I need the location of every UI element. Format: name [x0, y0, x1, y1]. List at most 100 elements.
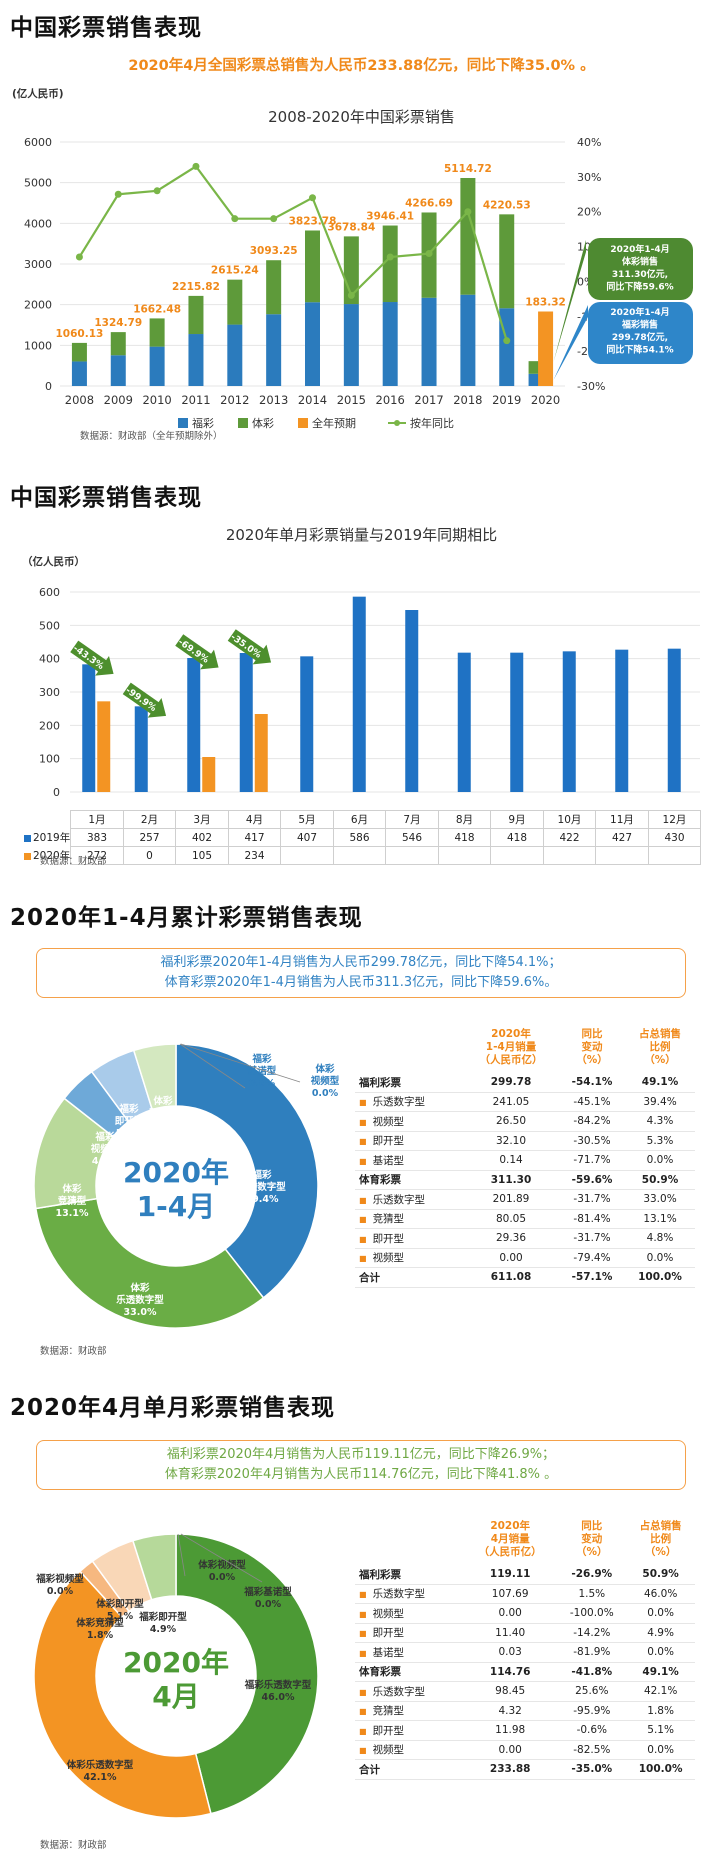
table-row: ■ 即开型 11.98 -0.6% 5.1%: [355, 1720, 695, 1741]
share-value: 4.3%: [625, 1111, 695, 1132]
month-header: 1月: [70, 810, 124, 829]
table-row: ■ 乐透数字型 241.05 -45.1% 39.4%: [355, 1092, 695, 1112]
leader-line: [180, 1043, 301, 1083]
chart2-source: 数据源：财政部: [40, 856, 107, 867]
yoy-change: -79.4%: [559, 1248, 625, 1268]
bar-fucai: [460, 294, 476, 386]
section1-headline: 2020年4月全国彩票总销售为人民币233.88亿元，同比下降35.0% 。: [128, 58, 595, 74]
slice-label: 体彩视频型: [198, 1559, 246, 1571]
slice-label: 乐透数字型: [238, 1181, 286, 1193]
share-value: 13.1%: [625, 1209, 695, 1229]
slice-label: 乐透数字型: [116, 1294, 164, 1306]
bar-2020: [254, 714, 268, 792]
total-value-label: 1324.79: [94, 317, 142, 329]
decline-arrow-shape: [122, 682, 167, 718]
y-tick-label: 4000: [24, 217, 52, 230]
bar-2019: [82, 664, 96, 792]
slice-label: 福彩乐透数字型: [244, 1679, 312, 1691]
total-value-label: 3678.84: [327, 221, 375, 233]
total-value-label: 3823.78: [289, 215, 337, 227]
month-header: 2月: [122, 810, 177, 829]
table-row: ■ 视频型 0.00 -79.4% 0.0%: [355, 1248, 695, 1268]
y2-tick-label: 20%: [577, 206, 601, 219]
legend-swatch: [24, 852, 31, 860]
yoy-change: -82.5%: [557, 1740, 627, 1760]
callout-ticai-text: 体彩销售: [622, 256, 658, 268]
table-row: ■ 竞猜型 80.05 -81.4% 13.1%: [355, 1209, 695, 1229]
bar-2020: [97, 701, 111, 792]
share-value: 1.8%: [626, 1701, 695, 1721]
yoy-change: -31.7%: [559, 1189, 625, 1210]
callout-pointer-fucai: [553, 305, 588, 380]
slice-label: 体彩: [130, 1282, 150, 1294]
row-label: 福利彩票: [359, 1568, 401, 1581]
legend-swatch: [178, 418, 188, 428]
sales-value: 0.03: [463, 1642, 558, 1663]
x-tick-label: 2013: [259, 393, 288, 407]
row-label: 基诺型: [372, 1646, 405, 1659]
sales-value: 299.78: [463, 1073, 560, 1093]
table-row: 体育彩票 114.76 -41.8% 49.1%: [355, 1662, 695, 1682]
y-tick-label: 0: [53, 786, 60, 799]
share-value: 49.1%: [625, 1073, 695, 1093]
section3-summary-box: 福利彩票2020年1-4月销售为人民币299.78亿元，同比下降54.1%； 体…: [36, 948, 686, 998]
row-label: 竞猜型: [372, 1213, 405, 1226]
slice-label: 39.4%: [246, 1194, 279, 1205]
yoy-change: -0.6%: [557, 1720, 627, 1741]
column-header: 2020年 4月销量 （人民币亿）: [478, 1520, 542, 1558]
yoy-change: -31.7%: [559, 1228, 625, 1249]
chart1-title: 2008-2020年中国彩票销售: [268, 108, 455, 126]
share-value: 39.4%: [625, 1092, 695, 1112]
slice-label: 0.0%: [249, 1078, 276, 1089]
bar-fucai: [421, 297, 437, 386]
table-row: ■ 乐透数字型 201.89 -31.7% 33.0%: [355, 1189, 695, 1210]
callout-ticai-text: 311.30亿元,: [612, 268, 668, 280]
y2-tick-label: 30%: [577, 171, 601, 184]
y-tick-label: 3000: [24, 258, 52, 271]
share-value: 0.0%: [625, 1248, 695, 1268]
slice-label: 4.3%: [92, 1156, 119, 1167]
donut-slice: [132, 1043, 177, 1111]
sales-value: 114.76: [463, 1662, 558, 1682]
legend-swatch-point: [394, 420, 400, 426]
x-tick-label: 2017: [414, 393, 443, 407]
row-label: 视频型: [372, 1252, 405, 1265]
y-tick-label: 6000: [24, 136, 52, 149]
annual-sales-chart: 0100020003000400050006000-30%-20%-10%0%1…: [24, 136, 693, 430]
growth-point: [503, 337, 511, 345]
growth-point: [386, 253, 394, 261]
legend-label: 按年同比: [410, 416, 454, 430]
slice-label: 福彩: [251, 1169, 272, 1181]
series-value: 402: [175, 828, 229, 847]
bar-2019: [615, 649, 629, 792]
bullet-icon: ■: [359, 1156, 367, 1166]
bar-forecast: [538, 311, 554, 386]
slice-label: 体彩竞猜型: [76, 1617, 124, 1629]
month-header: 11月: [595, 810, 649, 829]
sales-value: 4.32: [463, 1701, 558, 1721]
bar-2019: [134, 706, 148, 792]
sales-value: 11.98: [463, 1720, 558, 1741]
y2-tick-label: -30%: [577, 380, 605, 393]
bar-2019: [300, 656, 314, 792]
slice-label: 4.9%: [150, 1624, 177, 1635]
bar-fucai: [188, 334, 204, 386]
donut-slice: [175, 1533, 319, 1815]
y2-tick-label: 40%: [577, 136, 601, 149]
y-tick-label: 600: [39, 586, 60, 599]
bar-2019: [405, 610, 419, 792]
series-value: 418: [490, 828, 544, 847]
table-row: ■ 即开型 29.36 -31.7% 4.8%: [355, 1228, 695, 1249]
y-tick-label: 200: [39, 719, 60, 732]
table-row: ■ 基诺型 0.03 -81.9% 0.0%: [355, 1642, 695, 1663]
x-tick-label: 2014: [298, 393, 327, 407]
share-value: 46.0%: [626, 1584, 695, 1604]
growth-point: [192, 162, 200, 170]
bar-fucai: [343, 304, 359, 386]
bar-ticai: [460, 177, 476, 295]
table-row: ■ 视频型 0.00 -82.5% 0.0%: [355, 1740, 695, 1760]
growth-point: [464, 208, 472, 216]
slice-label: 视频型: [311, 1075, 340, 1087]
column-header: 同比 变动 （%）: [576, 1028, 608, 1066]
